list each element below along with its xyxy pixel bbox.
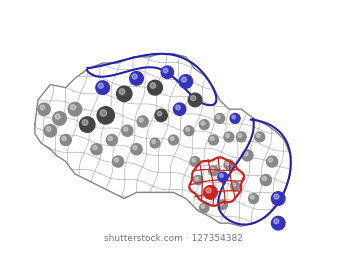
Circle shape xyxy=(97,107,115,124)
Circle shape xyxy=(179,75,193,88)
Circle shape xyxy=(147,80,162,95)
Circle shape xyxy=(249,193,259,204)
Circle shape xyxy=(238,134,242,137)
Circle shape xyxy=(161,66,174,78)
Circle shape xyxy=(224,160,234,170)
Circle shape xyxy=(218,200,227,209)
Circle shape xyxy=(60,134,71,146)
Circle shape xyxy=(201,205,205,208)
Circle shape xyxy=(188,93,202,107)
Circle shape xyxy=(236,132,246,142)
Circle shape xyxy=(170,137,174,141)
Circle shape xyxy=(217,115,220,119)
Circle shape xyxy=(255,132,265,142)
Circle shape xyxy=(226,134,229,137)
Circle shape xyxy=(192,158,196,162)
Circle shape xyxy=(150,83,156,88)
Circle shape xyxy=(44,125,57,137)
Text: shutterstock.com · 127354382: shutterstock.com · 127354382 xyxy=(104,234,243,242)
Circle shape xyxy=(119,89,125,95)
Circle shape xyxy=(230,113,240,123)
Circle shape xyxy=(40,105,45,110)
Circle shape xyxy=(38,103,50,115)
Circle shape xyxy=(191,95,196,101)
Circle shape xyxy=(68,102,82,116)
Circle shape xyxy=(155,109,167,122)
Circle shape xyxy=(53,112,66,125)
Circle shape xyxy=(152,140,155,144)
Circle shape xyxy=(112,156,124,167)
Circle shape xyxy=(271,216,285,230)
Circle shape xyxy=(93,146,97,150)
Circle shape xyxy=(117,86,132,101)
Circle shape xyxy=(79,117,95,132)
Circle shape xyxy=(181,77,186,82)
Circle shape xyxy=(209,166,219,176)
Circle shape xyxy=(200,120,209,130)
Circle shape xyxy=(108,136,112,141)
Circle shape xyxy=(190,157,200,167)
Circle shape xyxy=(215,113,225,123)
Circle shape xyxy=(55,114,60,119)
Circle shape xyxy=(133,146,137,150)
Circle shape xyxy=(176,105,180,110)
Circle shape xyxy=(224,132,234,142)
Circle shape xyxy=(200,203,209,213)
Circle shape xyxy=(218,172,228,182)
Circle shape xyxy=(98,83,103,88)
Circle shape xyxy=(262,176,266,181)
Circle shape xyxy=(137,116,148,127)
Circle shape xyxy=(131,144,142,155)
Circle shape xyxy=(206,188,211,193)
Circle shape xyxy=(169,135,178,145)
Circle shape xyxy=(210,167,214,171)
Circle shape xyxy=(266,156,278,167)
Circle shape xyxy=(201,121,205,125)
Circle shape xyxy=(209,135,219,145)
Circle shape xyxy=(70,105,76,110)
Circle shape xyxy=(220,174,223,178)
Circle shape xyxy=(62,136,66,141)
Circle shape xyxy=(194,176,203,185)
Circle shape xyxy=(250,195,254,199)
Circle shape xyxy=(82,120,88,125)
Circle shape xyxy=(106,134,117,146)
Circle shape xyxy=(122,125,133,136)
Circle shape xyxy=(232,115,236,119)
Circle shape xyxy=(232,183,236,187)
Circle shape xyxy=(274,194,279,199)
Circle shape xyxy=(244,152,248,156)
Circle shape xyxy=(91,144,102,155)
Circle shape xyxy=(226,161,229,165)
Circle shape xyxy=(124,127,128,131)
Circle shape xyxy=(271,192,285,205)
Circle shape xyxy=(139,118,143,122)
Circle shape xyxy=(269,158,273,162)
Circle shape xyxy=(256,134,260,137)
Circle shape xyxy=(132,74,137,79)
Circle shape xyxy=(130,72,143,85)
Circle shape xyxy=(274,219,279,224)
Circle shape xyxy=(163,68,168,73)
Circle shape xyxy=(96,81,109,94)
Circle shape xyxy=(174,103,186,115)
Circle shape xyxy=(150,138,160,148)
Circle shape xyxy=(210,137,214,141)
Circle shape xyxy=(260,174,271,186)
Circle shape xyxy=(242,150,253,161)
Circle shape xyxy=(230,182,240,191)
Circle shape xyxy=(204,186,217,199)
Circle shape xyxy=(115,158,119,162)
Circle shape xyxy=(195,177,198,181)
Circle shape xyxy=(46,127,51,131)
Circle shape xyxy=(220,202,223,205)
Circle shape xyxy=(157,111,162,116)
Circle shape xyxy=(186,127,189,131)
Circle shape xyxy=(184,126,194,136)
Circle shape xyxy=(100,110,107,116)
